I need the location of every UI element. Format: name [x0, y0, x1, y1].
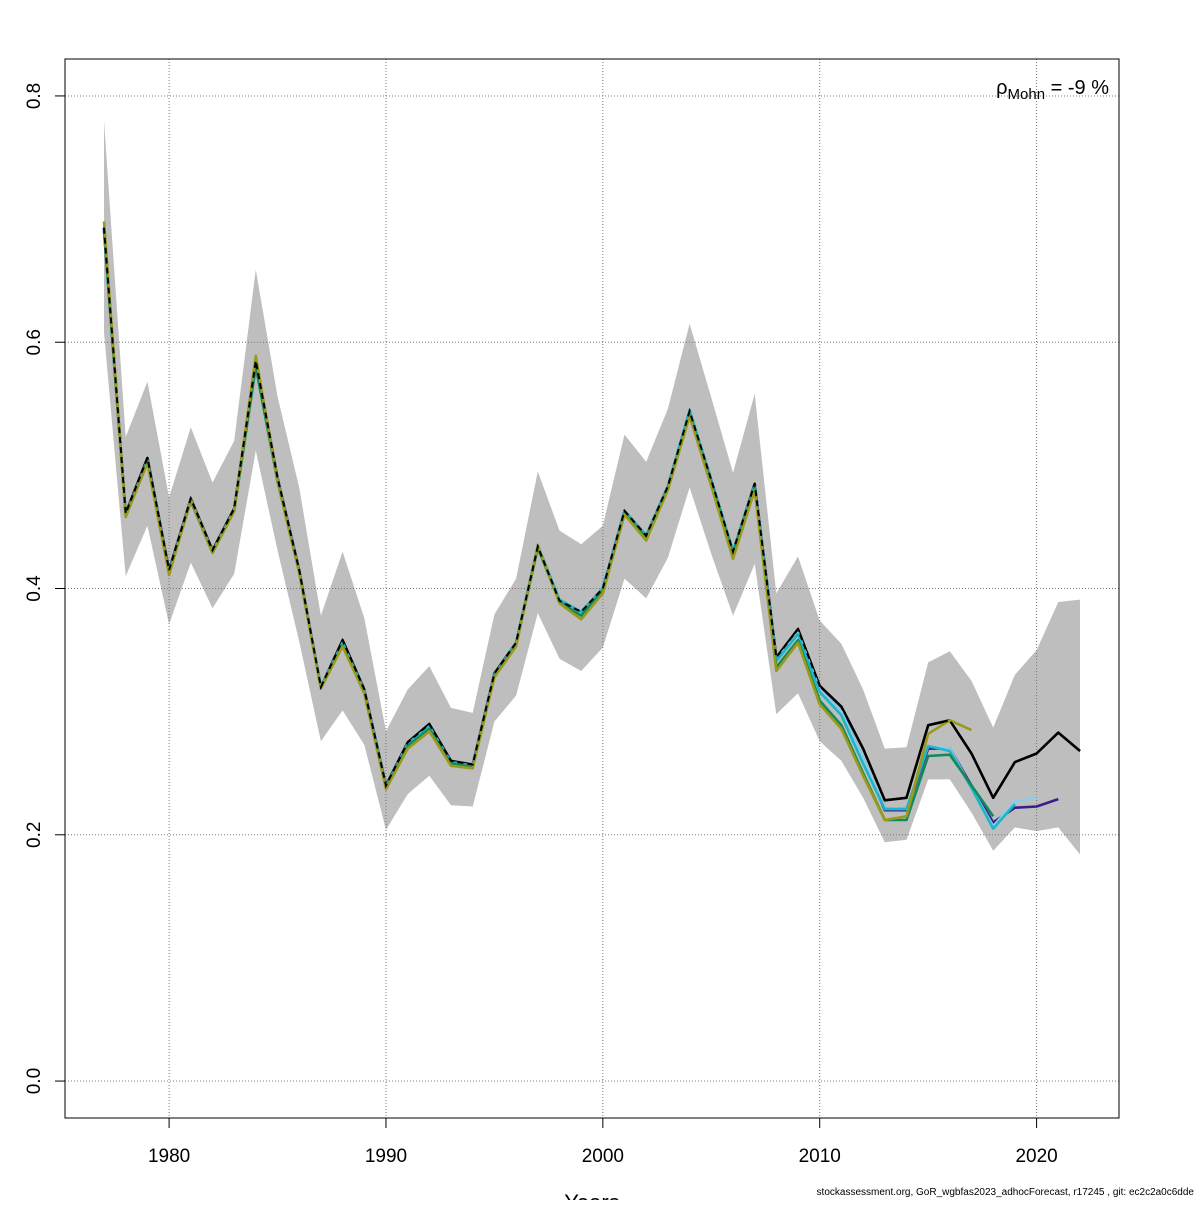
- x-tick-label: 1980: [148, 1146, 190, 1167]
- axes-layer: 1980 1990 2000 2010 2020 0.0 0.2 0.4 0.6 0.8: [24, 83, 1058, 1167]
- mohn-rho-annotation: ρMohn = -9 %: [996, 77, 1109, 103]
- footer-note: stockassessment.org, GoR_wgbfas2023_adho…: [816, 1187, 1194, 1198]
- mohn-rho-symbol: ρ: [996, 77, 1007, 99]
- y-tick-label: 0.2: [24, 822, 45, 848]
- y-tick-label: 0.8: [24, 83, 45, 109]
- y-tick-label: 0.4: [24, 575, 45, 602]
- series-line-reference-overlay: [103, 227, 1081, 802]
- grid-layer: [65, 59, 1119, 1118]
- series-layer: [102, 221, 1081, 830]
- y-tick-label: 0.6: [24, 329, 45, 355]
- x-tick-label: 1990: [365, 1146, 407, 1167]
- y-tick-label: 0.0: [24, 1068, 45, 1094]
- x-tick-label: 2020: [1015, 1146, 1057, 1167]
- x-tick-label: 2010: [799, 1146, 841, 1167]
- confidence-band-layer: [104, 120, 1080, 855]
- mohn-rho-subscript: Mohn: [1008, 86, 1046, 103]
- series-line-4: [102, 228, 1037, 828]
- x-tick-label: 2000: [582, 1146, 624, 1167]
- x-axis-title: Years: [564, 1190, 619, 1200]
- confidence-band: [104, 120, 1080, 855]
- mohn-rho-value: = -9 %: [1045, 77, 1109, 99]
